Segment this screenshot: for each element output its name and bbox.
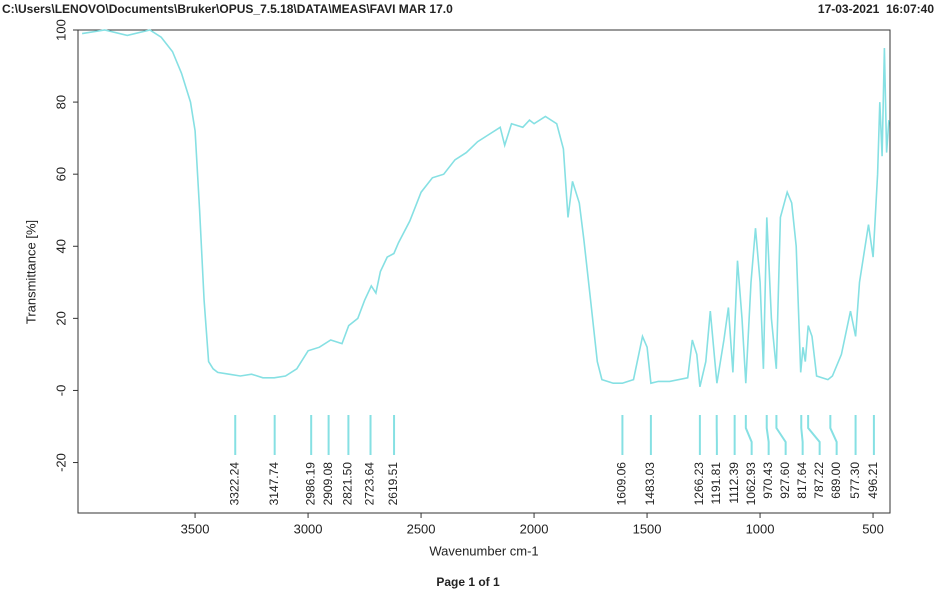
peak-label: 3147.74	[267, 462, 281, 506]
peak-label: 577.30	[848, 462, 862, 499]
peak-label: 1266.23	[692, 462, 706, 506]
peak-label: 2986.19	[303, 462, 317, 506]
x-tick-label: 2500	[407, 521, 436, 536]
peak-label: 1483.03	[643, 462, 657, 506]
y-tick-label: 40	[53, 239, 68, 253]
x-tick-label: 1500	[633, 521, 662, 536]
peak-label: 1112.39	[727, 462, 741, 504]
x-tick-label: 500	[862, 521, 884, 536]
page-footer: Page 1 of 1	[436, 575, 500, 589]
peak-label: 2821.50	[341, 462, 355, 506]
peak-label: 1609.06	[615, 462, 629, 506]
peak-label: 496.21	[866, 462, 880, 499]
x-tick-label: 3500	[181, 521, 210, 536]
peak-label: 2619.51	[386, 462, 400, 506]
spectrum-line	[81, 29, 890, 387]
x-tick-label: 1000	[746, 521, 775, 536]
peak-label: 2723.64	[363, 462, 377, 506]
peak-label: 2909.08	[321, 462, 335, 506]
peak-label: 970.43	[761, 462, 775, 499]
peak-label: 1062.93	[744, 462, 758, 506]
peak-label: 927.60	[778, 462, 792, 499]
x-axis-label: Wavenumber cm-1	[429, 543, 538, 558]
file-path: C:\Users\LENOVO\Documents\Bruker\OPUS_7.…	[2, 2, 453, 16]
peak-marker	[807, 415, 821, 455]
timestamp: 17-03-2021 16:07:40	[818, 2, 934, 16]
y-tick-label: 20	[53, 311, 68, 325]
peak-marker	[744, 415, 753, 455]
y-axis-label: Transmittance [%]	[23, 220, 38, 324]
peak-marker	[800, 415, 804, 455]
peak-marker	[829, 415, 838, 455]
y-tick-label: 80	[53, 95, 68, 109]
y-tick-label: 60	[53, 167, 68, 181]
peak-label: 3322.24	[227, 462, 241, 506]
peak-marker	[765, 415, 770, 455]
y-tick-label: -0	[53, 385, 68, 397]
x-tick-label: 2000	[520, 521, 549, 536]
plot-frame	[77, 29, 891, 514]
peak-label: 817.64	[795, 462, 809, 499]
peak-label: 787.22	[812, 462, 826, 499]
peak-label: 1191.81	[709, 462, 723, 505]
y-tick-label: 100	[53, 19, 68, 41]
y-tick-label: -20	[53, 453, 68, 472]
peak-label: 689.00	[829, 462, 843, 499]
peak-marker	[775, 415, 787, 455]
x-tick-label: 3000	[294, 521, 323, 536]
